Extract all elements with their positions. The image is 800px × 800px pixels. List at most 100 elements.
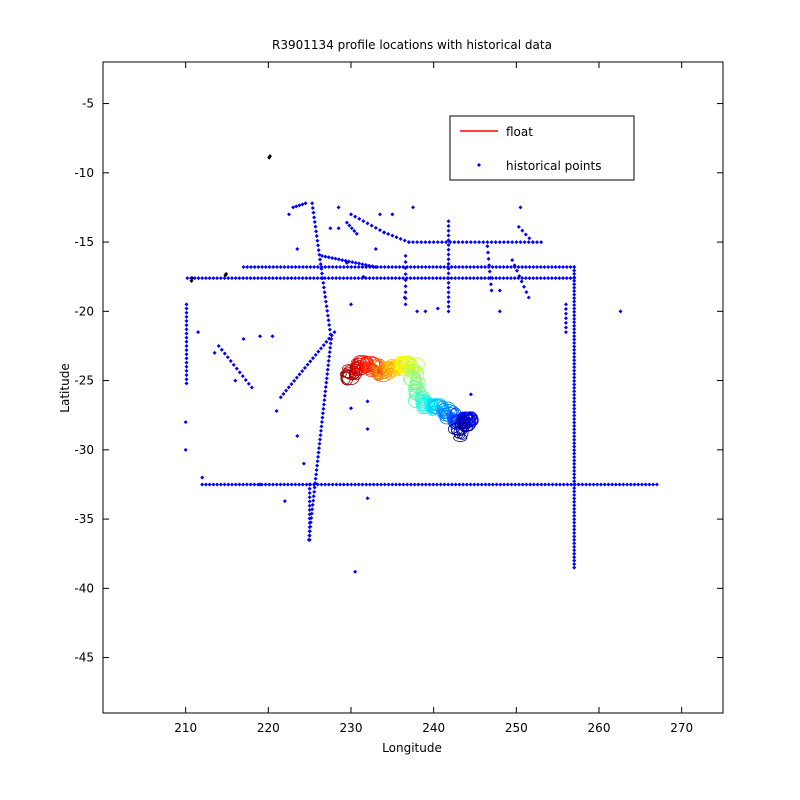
historical-point [338, 482, 343, 487]
historical-point [572, 351, 577, 356]
historical-point [245, 264, 250, 269]
historical-point [218, 276, 223, 281]
historical-point [330, 264, 335, 269]
historical-point [572, 379, 577, 384]
historical-point [184, 373, 189, 378]
historical-point [489, 288, 494, 293]
historical-point [327, 336, 332, 341]
historical-point [345, 482, 350, 487]
historical-point [282, 482, 287, 487]
historical-point [572, 302, 577, 307]
historical-point [311, 276, 316, 281]
historical-point [379, 264, 384, 269]
historical-point [403, 272, 408, 277]
historical-point [300, 264, 305, 269]
historical-point [435, 240, 440, 245]
historical-point [602, 482, 607, 487]
y-tick-label: -20 [74, 304, 94, 318]
historical-point [184, 339, 189, 344]
historical-point [542, 276, 547, 281]
x-tick-label: 250 [505, 721, 528, 735]
plot-frame [102, 61, 724, 714]
historical-point [300, 482, 305, 487]
historical-point [294, 375, 299, 380]
historical-point [318, 433, 323, 438]
historical-point [241, 337, 246, 342]
historical-point [289, 264, 294, 269]
historical-point [505, 264, 510, 269]
historical-point [244, 276, 249, 281]
float-loop [407, 357, 425, 373]
historical-point [330, 255, 335, 260]
historical-point [326, 358, 331, 363]
historical-point [233, 378, 238, 383]
historical-point [320, 253, 325, 258]
historical-point [243, 377, 248, 382]
historical-point [360, 262, 365, 267]
historical-point [546, 264, 551, 269]
historical-point [485, 244, 490, 249]
historical-point [271, 264, 276, 269]
historical-point [382, 264, 387, 269]
historical-point [475, 264, 480, 269]
historical-point [293, 264, 298, 269]
historical-point [303, 201, 308, 206]
historical-point [316, 243, 321, 248]
historical-point [557, 264, 562, 269]
legend-historical-label: historical points [506, 159, 601, 173]
historical-point [516, 264, 521, 269]
historical-point [297, 203, 302, 208]
historical-point [508, 276, 513, 281]
historical-point [572, 468, 577, 473]
historical-point [314, 234, 319, 239]
historical-point [572, 282, 577, 287]
historical-point [483, 482, 488, 487]
historical-point [572, 448, 577, 453]
historical-point [456, 240, 461, 245]
historical-point [203, 276, 208, 281]
historical-point [531, 276, 536, 281]
historical-point [493, 240, 498, 245]
historical-point [286, 385, 291, 390]
historical-point [572, 527, 577, 532]
historical-point [323, 254, 328, 259]
historical-point [572, 296, 577, 301]
historical-point [307, 490, 312, 495]
float-loop [397, 356, 414, 368]
historical-point [572, 372, 577, 377]
historical-point [237, 276, 242, 281]
historical-point [315, 276, 320, 281]
historical-point [325, 308, 330, 313]
historical-point [234, 366, 239, 371]
historical-point [356, 482, 361, 487]
historical-point [572, 413, 577, 418]
historical-point [419, 240, 424, 245]
historical-point [324, 339, 329, 344]
historical-point [572, 441, 577, 446]
historical-point [412, 264, 417, 269]
historical-point [286, 264, 291, 269]
historical-point [572, 399, 577, 404]
historical-point [248, 276, 253, 281]
historical-point [229, 276, 234, 281]
historical-point [300, 202, 305, 207]
historical-point [354, 231, 359, 236]
y-tick-label: -5 [82, 97, 94, 111]
historical-point [301, 461, 306, 466]
historical-point [403, 284, 408, 289]
historical-point [497, 240, 502, 245]
historical-point [563, 307, 568, 312]
historical-point [345, 276, 350, 281]
historical-point [427, 276, 432, 281]
historical-point [311, 498, 316, 503]
historical-point [316, 349, 321, 354]
historical-point [512, 276, 517, 281]
historical-point [449, 264, 454, 269]
historical-point [375, 482, 380, 487]
historical-point [523, 264, 528, 269]
historical-point [522, 284, 527, 289]
historical-point [360, 482, 365, 487]
legend-float-label: float [506, 125, 533, 139]
historical-point [401, 276, 406, 281]
